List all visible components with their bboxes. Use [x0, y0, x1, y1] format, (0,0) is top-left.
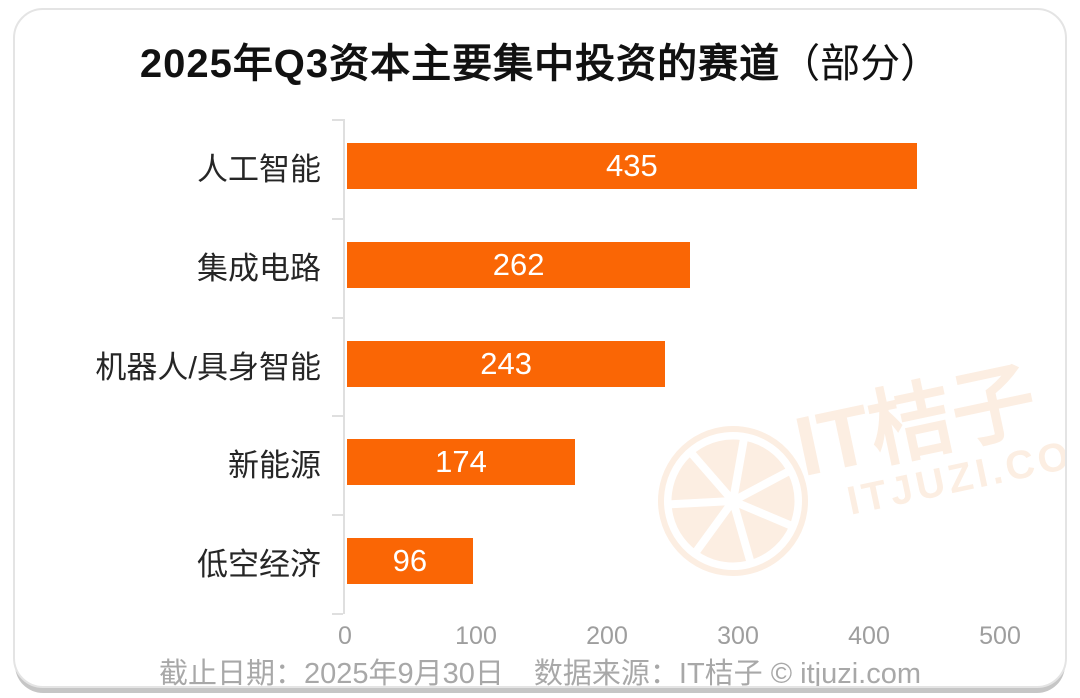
category-label: 机器人/具身智能 [95, 350, 321, 385]
bar: 435 [347, 143, 917, 189]
category-label: 低空经济 [197, 547, 321, 582]
bar-value-label: 435 [606, 148, 658, 183]
chart-row: 435 [345, 119, 1000, 214]
bar-value-label: 96 [392, 543, 428, 578]
y-axis-tick-mark [332, 415, 343, 417]
y-axis-tick-mark [332, 317, 343, 319]
y-axis-tick-mark [332, 514, 343, 516]
x-axis-tick-label: 400 [848, 622, 890, 650]
category-label: 集成电路 [197, 251, 321, 286]
footnote-deadline: 截止日期：2025年9月30日 [158, 658, 504, 688]
chart-row: 174 [345, 415, 1000, 510]
bar-chart-plot-area: 435 262 243 174 96 [332, 119, 1000, 615]
y-axis-line [343, 119, 345, 614]
chart-row: 243 [345, 317, 1000, 412]
x-axis-tick-label: 100 [455, 622, 497, 650]
chart-title-main: 2025年Q3资本主要集中投资的赛道 [139, 42, 781, 86]
category-label: 人工智能 [197, 152, 321, 187]
y-axis-tick-mark [332, 613, 343, 615]
x-axis-tick-label: 300 [717, 622, 759, 650]
chart-title-suffix: （部分） [780, 42, 941, 86]
x-axis-tick-label: 500 [979, 622, 1021, 650]
x-axis-tick-labels: 0 100 200 300 400 500 [338, 622, 1021, 654]
bar: 96 [347, 538, 473, 584]
x-axis-tick-label: 200 [586, 622, 628, 650]
bar-value-label: 243 [480, 346, 533, 381]
bar: 174 [347, 439, 575, 485]
chart-row: 96 [345, 514, 1000, 609]
chart-footnote: 截止日期：2025年9月30日 数据来源：IT桔子 © itjuzi.com [15, 650, 1065, 688]
y-axis-tick-mark [332, 119, 343, 121]
chart-title: 2025年Q3资本主要集中投资的赛道（部分） [15, 40, 1065, 88]
category-label: 新能源 [228, 448, 321, 483]
chart-row: 262 [345, 218, 1000, 313]
category-label-column: 人工智能集成电路机器人/具身智能新能源低空经济 [45, 119, 333, 614]
y-axis-tick-mark [332, 218, 343, 220]
bar-value-label: 174 [435, 444, 487, 479]
footnote-data-source: 数据来源：IT桔子 © itjuzi.com [533, 658, 922, 688]
x-axis-tick-label: 0 [338, 622, 352, 650]
bar-value-label: 262 [492, 247, 545, 282]
bar: 243 [347, 341, 666, 387]
bar: 262 [347, 242, 691, 288]
chart-card: IT桔子 ITJUZI.COM 2025年Q3资本主要集中投资的赛道（部分） 人… [13, 8, 1067, 688]
